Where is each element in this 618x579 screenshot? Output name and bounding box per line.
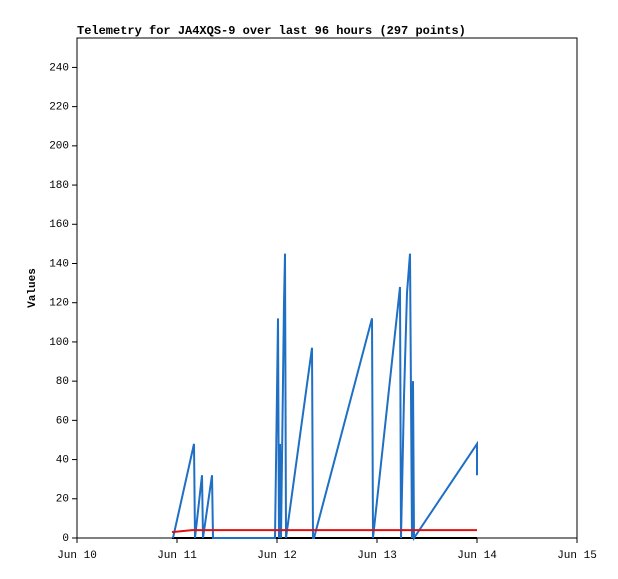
series-line	[172, 253, 478, 542]
x-tick-label: Jun 10	[57, 550, 97, 562]
y-tick-label: 100	[49, 337, 69, 349]
y-tick-label: 80	[56, 376, 69, 388]
x-tick-label: Jun 13	[357, 550, 397, 562]
x-tick-label: Jun 12	[257, 550, 297, 562]
x-tick-label: Jun 15	[557, 550, 597, 562]
y-tick-label: 0	[62, 533, 69, 545]
y-tick-label: 60	[56, 415, 69, 427]
series-line	[171, 529, 477, 534]
y-tick-label: 40	[56, 454, 69, 466]
y-tick-label: 160	[49, 219, 69, 231]
x-tick-label: Jun 14	[457, 550, 497, 562]
y-tick-label: 120	[49, 298, 69, 310]
y-tick-label: 140	[49, 258, 69, 270]
y-tick-label: 180	[49, 180, 69, 192]
y-tick-label: 220	[49, 102, 69, 114]
y-tick-label: 200	[49, 141, 69, 153]
y-tick-label: 20	[56, 494, 69, 506]
chart-title: Telemetry for JA4XQS-9 over last 96 hour…	[77, 24, 466, 38]
x-tick-label: Jun 11	[157, 550, 197, 562]
y-axis-label: Values	[27, 268, 39, 308]
y-tick-label: 240	[49, 62, 69, 74]
plot-frame	[76, 37, 578, 539]
